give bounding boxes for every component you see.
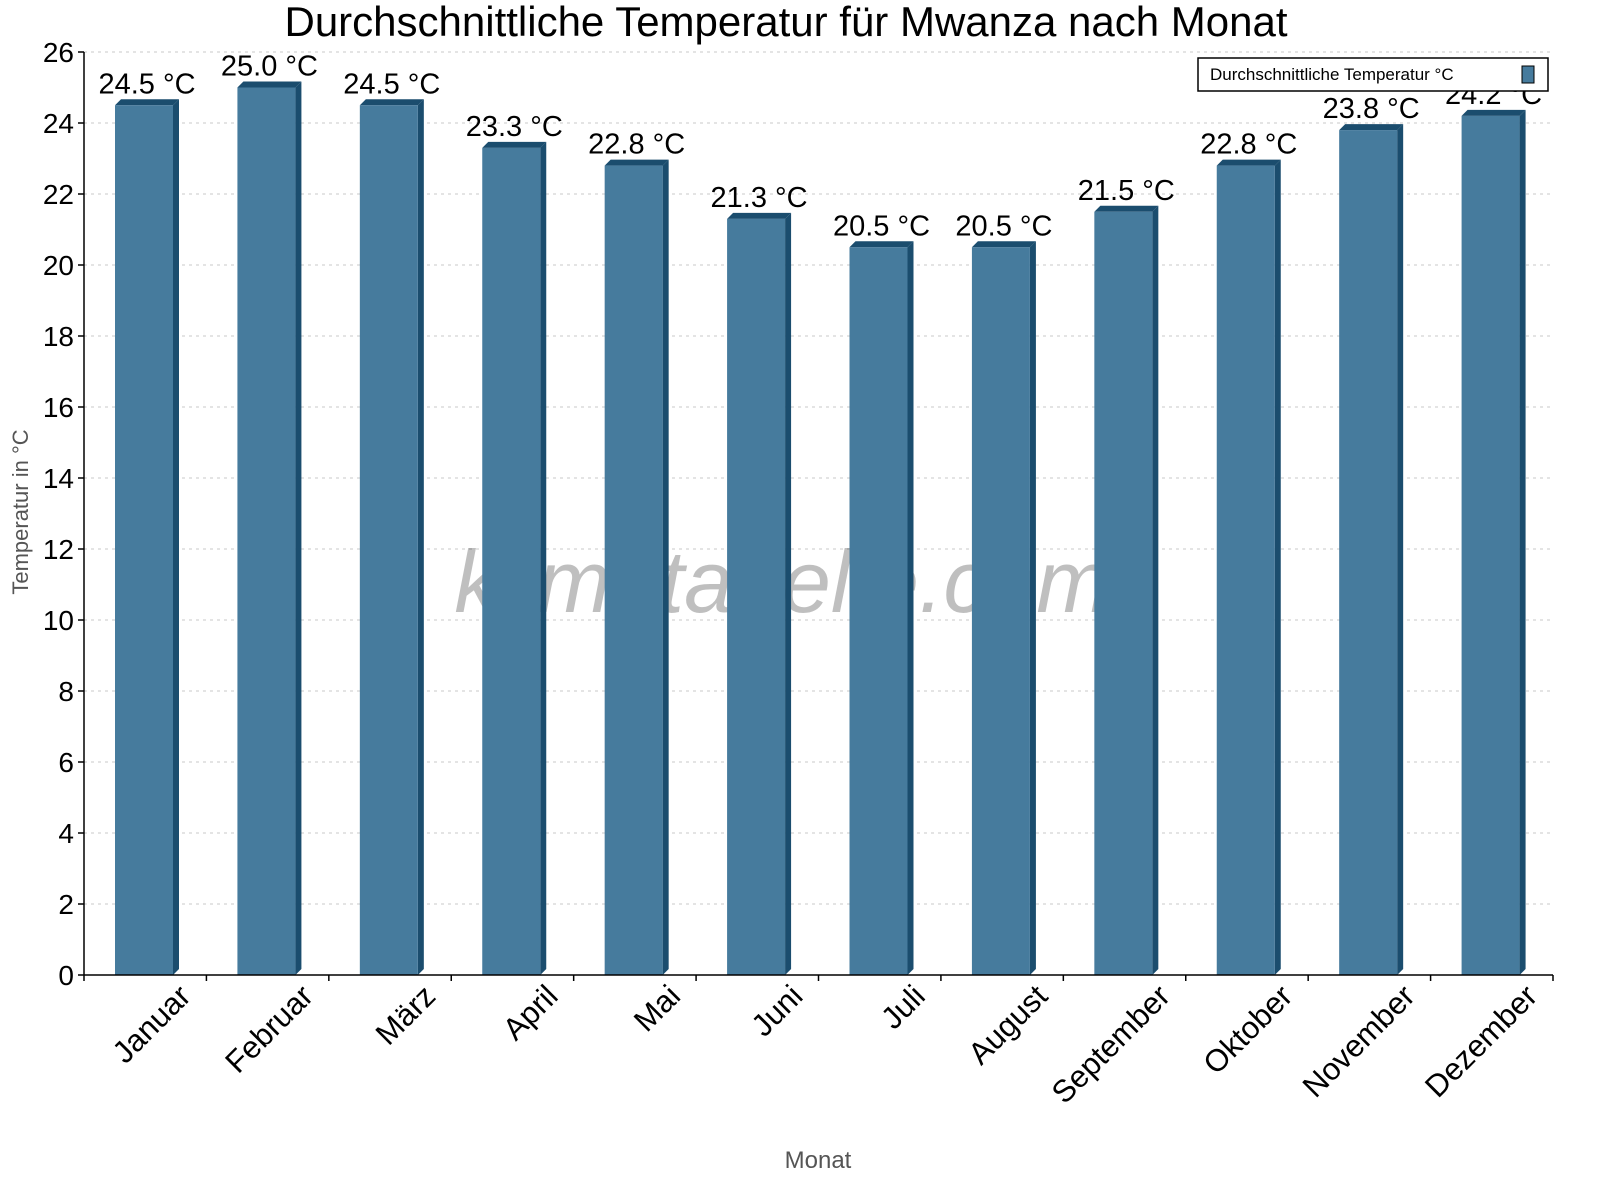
bar bbox=[1094, 211, 1153, 975]
data-label: 22.8 °C bbox=[588, 129, 685, 161]
y-tick-label: 10 bbox=[43, 605, 74, 636]
y-tick-label: 2 bbox=[58, 889, 74, 920]
x-tick-label: Juni bbox=[744, 978, 809, 1043]
x-tick-label: Februar bbox=[218, 978, 320, 1080]
data-label: 21.5 °C bbox=[1078, 175, 1175, 207]
y-tick-label: 4 bbox=[58, 818, 74, 849]
y-tick-label: 6 bbox=[58, 747, 74, 778]
bar-top bbox=[1216, 159, 1281, 166]
bar-top bbox=[115, 99, 179, 106]
y-tick-label: 26 bbox=[43, 37, 74, 68]
bar-side bbox=[540, 141, 547, 976]
bar bbox=[1216, 165, 1275, 976]
bar-side bbox=[295, 81, 302, 975]
bar-side bbox=[662, 159, 669, 976]
bar-side bbox=[785, 212, 792, 976]
x-axis-label: Monat bbox=[785, 1147, 852, 1174]
bar-top bbox=[359, 99, 424, 106]
bar-top bbox=[1094, 205, 1159, 212]
y-tick-label: 22 bbox=[43, 179, 74, 210]
bar-side bbox=[1397, 124, 1404, 976]
bar-top bbox=[237, 81, 302, 88]
bar bbox=[1339, 130, 1398, 976]
x-tick-label: März bbox=[369, 978, 442, 1051]
data-label: 23.3 °C bbox=[466, 111, 563, 143]
y-tick-label: 18 bbox=[43, 321, 74, 352]
x-tick-label: Juli bbox=[874, 978, 932, 1036]
x-tick-label: Januar bbox=[106, 978, 198, 1070]
x-tick-label: Dezember bbox=[1418, 978, 1544, 1104]
legend-label: Durchschnittliche Temperatur °C bbox=[1210, 65, 1454, 84]
bar bbox=[482, 147, 541, 976]
bar-top bbox=[971, 241, 1036, 248]
legend-box bbox=[1197, 57, 1549, 92]
data-label: 23.8 °C bbox=[1323, 93, 1420, 125]
bar bbox=[359, 105, 418, 975]
x-tick-label: September bbox=[1045, 978, 1177, 1110]
x-tick-label: Oktober bbox=[1196, 978, 1299, 1081]
x-tick-label: November bbox=[1296, 978, 1422, 1104]
data-label: 20.5 °C bbox=[955, 210, 1052, 242]
data-label: 25.0 °C bbox=[221, 51, 318, 83]
bar bbox=[237, 87, 296, 975]
y-tick-label: 20 bbox=[43, 250, 74, 281]
y-tick-label: 12 bbox=[43, 534, 74, 565]
bar-side bbox=[1152, 205, 1159, 975]
y-tick-label: 8 bbox=[58, 676, 74, 707]
bar-top bbox=[604, 159, 669, 166]
bar-side bbox=[417, 99, 424, 975]
x-tick-label: April bbox=[496, 978, 565, 1047]
x-tick-label: Mai bbox=[627, 978, 687, 1038]
bar-side bbox=[173, 99, 179, 975]
data-label: 24.5 °C bbox=[343, 68, 440, 100]
y-tick-label: 14 bbox=[43, 463, 74, 494]
bars: 24.5 °C 25.0 °C 24.5 °C 23.3 °C 22.8 °C 21.3 … bbox=[98, 51, 1542, 976]
bar-top bbox=[1461, 109, 1526, 116]
bar-side bbox=[1519, 109, 1526, 975]
bar bbox=[115, 105, 173, 975]
data-label: 20.5 °C bbox=[833, 210, 930, 242]
legend: Durchschnittliche Temperatur °C bbox=[1197, 57, 1549, 92]
bar-top bbox=[849, 241, 914, 248]
bar bbox=[604, 165, 663, 976]
bar-top bbox=[727, 212, 792, 219]
data-label: 24.5 °C bbox=[98, 68, 195, 100]
bar-top bbox=[482, 141, 547, 148]
bar-side bbox=[1029, 241, 1036, 975]
y-tick-label: 24 bbox=[43, 108, 74, 139]
legend-swatch bbox=[1521, 65, 1535, 84]
bar bbox=[727, 218, 786, 976]
bar-top bbox=[1339, 124, 1404, 131]
data-label: 22.8 °C bbox=[1200, 129, 1297, 161]
bar-side bbox=[1274, 159, 1281, 976]
data-label: 21.3 °C bbox=[711, 182, 808, 214]
x-tick-label: August bbox=[961, 978, 1054, 1071]
chart-title: Durchschnittliche Temperatur für Mwanza … bbox=[284, 0, 1287, 45]
y-axis-label: Temperatur in °C bbox=[8, 429, 33, 594]
bar bbox=[1461, 115, 1520, 975]
y-tick-label: 16 bbox=[43, 392, 74, 423]
y-tick-label: 0 bbox=[58, 960, 74, 991]
bar bbox=[971, 247, 1030, 975]
bar bbox=[849, 247, 908, 975]
gridlines bbox=[84, 51, 1553, 905]
bar-side bbox=[907, 241, 914, 975]
